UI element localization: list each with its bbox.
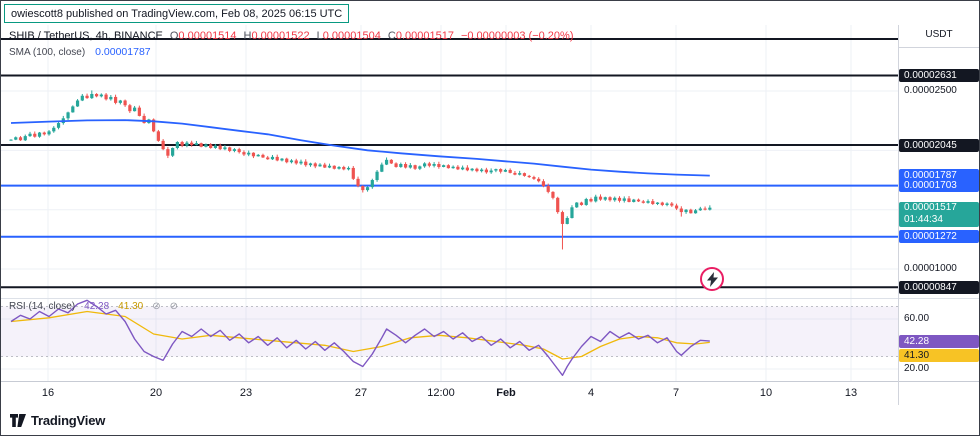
lightning-icon[interactable]: [700, 267, 724, 291]
tradingview-logo-icon: [10, 414, 26, 427]
rsi-settings-icon[interactable]: ⊘: [169, 301, 178, 312]
rsi-axis-label: 20.00: [904, 363, 930, 374]
time-axis-separator: [1, 381, 979, 382]
time-axis-label: 13: [844, 387, 858, 399]
open-value: 0.00001514: [178, 30, 237, 42]
price-level-badge: 0.00001272: [899, 230, 979, 244]
lightning-bolt-glyph: [706, 271, 718, 287]
rsi-legend: RSI (14, close) 42.28 41.30 ⊘ ⊘: [9, 301, 178, 312]
rsi-axis-label: 60.00: [904, 313, 930, 324]
rsi-value: 42.28: [84, 301, 110, 312]
time-axis-label: 16: [41, 387, 55, 399]
close-value: 0.00001517: [395, 30, 454, 42]
close-label: C: [387, 30, 396, 42]
pane-separator[interactable]: [1, 298, 979, 299]
rsi-hide-icon[interactable]: ⊘: [152, 301, 161, 312]
rsi-label[interactable]: RSI (14, close): [9, 301, 76, 312]
change-value: −0.00000003 (−0.20%): [460, 30, 574, 42]
price-level-badge: 0.00000847: [899, 280, 979, 294]
current-price-badge: 0.00001517 01:44:34: [899, 201, 979, 227]
axis-header-separator: [898, 47, 979, 48]
rsi-value-badge: 42.28: [899, 335, 979, 348]
current-price: 0.00001517: [904, 201, 957, 213]
price-axis-label: 0.00001000: [904, 263, 957, 275]
sma-legend: SMA (100, close) 0.00001787: [9, 46, 151, 58]
time-axis-label: 12:00: [427, 387, 455, 399]
tradingview-logo[interactable]: TradingView: [10, 413, 105, 428]
low-value: 0.00001504: [322, 30, 381, 42]
bar-countdown: 01:44:34: [904, 213, 943, 225]
low-label: L: [316, 30, 323, 42]
time-axis[interactable]: 16 20 23 27 12:00 Feb 4 7 10 13: [1, 381, 898, 405]
footer-bar: TradingView: [1, 405, 979, 435]
published-annotation: owiescott8 published on TradingView.com,…: [4, 4, 350, 23]
symbol-legend: SHIB / TetherUS, 4h, BINANCE O0.00001514 H…: [9, 30, 574, 42]
published-text: owiescott8 published on TradingView.com,…: [11, 7, 343, 20]
price-level-badge: 0.00002045: [899, 138, 979, 152]
price-level-badge: 0.00002631: [899, 68, 979, 82]
sma-value: 0.00001787: [95, 46, 151, 58]
time-axis-label: Feb: [496, 387, 516, 399]
price-level-badge: 0.00001787: [899, 169, 979, 183]
symbol-title[interactable]: SHIB / TetherUS, 4h, BINANCE: [9, 30, 163, 42]
high-label: H: [243, 30, 252, 42]
tradingview-logo-text: TradingView: [31, 413, 106, 428]
rsi-value-badge: 41.30: [899, 349, 979, 362]
time-axis-label: 20: [149, 387, 163, 399]
currency-toggle[interactable]: USDT: [925, 29, 953, 40]
price-axis[interactable]: USDT 0.00002500 0.00001000 0.00002631 0.000…: [898, 1, 979, 435]
rsi-signal-value: 41.30: [118, 301, 144, 312]
time-axis-label: 27: [354, 387, 368, 399]
time-axis-label: 7: [672, 387, 680, 399]
time-axis-label: 23: [239, 387, 253, 399]
high-value: 0.00001522: [251, 30, 310, 42]
open-label: O: [169, 30, 179, 42]
price-axis-label: 0.00002500: [904, 85, 957, 96]
price-axis-separator: [898, 25, 899, 405]
time-axis-label: 10: [759, 387, 773, 399]
price-level-badge: 0.00001703: [899, 179, 979, 193]
time-axis-label: 4: [587, 387, 595, 399]
sma-label[interactable]: SMA (100, close): [9, 47, 86, 58]
